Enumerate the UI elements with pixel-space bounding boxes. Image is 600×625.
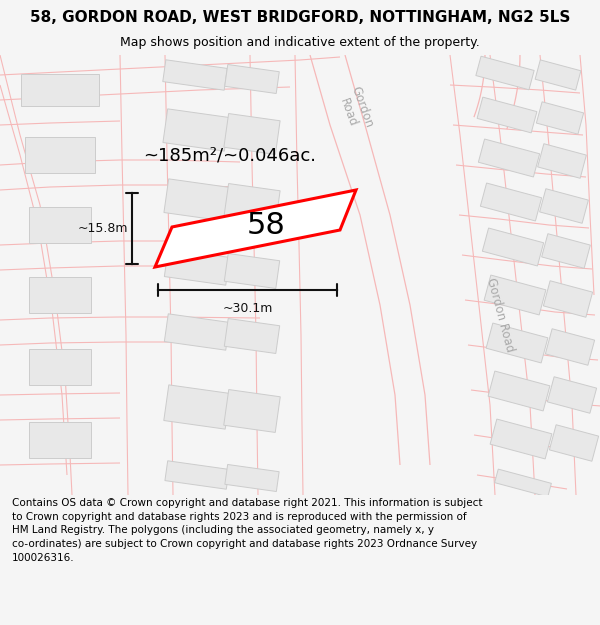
Polygon shape <box>164 385 230 429</box>
Polygon shape <box>550 425 599 461</box>
Text: ~185m²/~0.046ac.: ~185m²/~0.046ac. <box>143 146 317 164</box>
Polygon shape <box>542 234 590 268</box>
Polygon shape <box>224 319 280 354</box>
Text: Contains OS data © Crown copyright and database right 2021. This information is : Contains OS data © Crown copyright and d… <box>12 498 482 562</box>
Polygon shape <box>29 277 91 313</box>
Polygon shape <box>29 349 91 385</box>
Polygon shape <box>536 102 584 134</box>
Text: Map shows position and indicative extent of the property.: Map shows position and indicative extent… <box>120 36 480 49</box>
Polygon shape <box>538 144 586 178</box>
Polygon shape <box>165 461 229 489</box>
Polygon shape <box>224 114 280 154</box>
Polygon shape <box>484 275 546 315</box>
Polygon shape <box>164 179 230 221</box>
Polygon shape <box>544 281 593 318</box>
Text: 58, GORDON ROAD, WEST BRIDGFORD, NOTTINGHAM, NG2 5LS: 58, GORDON ROAD, WEST BRIDGFORD, NOTTING… <box>30 10 570 25</box>
Polygon shape <box>486 323 548 363</box>
Polygon shape <box>481 183 542 221</box>
Polygon shape <box>547 377 596 413</box>
Polygon shape <box>545 329 595 365</box>
Polygon shape <box>478 139 539 177</box>
Polygon shape <box>539 189 589 223</box>
Polygon shape <box>163 60 227 90</box>
Polygon shape <box>25 137 95 173</box>
Polygon shape <box>164 249 230 285</box>
Polygon shape <box>490 419 552 459</box>
Text: ~15.8m: ~15.8m <box>77 222 128 235</box>
Polygon shape <box>225 64 279 94</box>
Polygon shape <box>535 60 581 90</box>
Polygon shape <box>477 97 537 133</box>
Polygon shape <box>29 207 91 243</box>
Text: Gordon Road: Gordon Road <box>484 276 516 354</box>
Polygon shape <box>164 314 230 350</box>
Polygon shape <box>224 184 280 224</box>
Text: ~30.1m: ~30.1m <box>223 302 272 315</box>
Polygon shape <box>155 190 356 267</box>
Polygon shape <box>482 228 544 266</box>
Polygon shape <box>476 56 534 90</box>
Polygon shape <box>494 469 551 497</box>
Polygon shape <box>163 109 229 151</box>
Polygon shape <box>21 74 99 106</box>
Polygon shape <box>488 371 550 411</box>
Text: 58: 58 <box>247 211 286 239</box>
Polygon shape <box>224 254 280 289</box>
Polygon shape <box>224 389 280 432</box>
Polygon shape <box>225 464 279 491</box>
Polygon shape <box>29 422 91 458</box>
Text: Gordon
Road: Gordon Road <box>334 85 376 135</box>
